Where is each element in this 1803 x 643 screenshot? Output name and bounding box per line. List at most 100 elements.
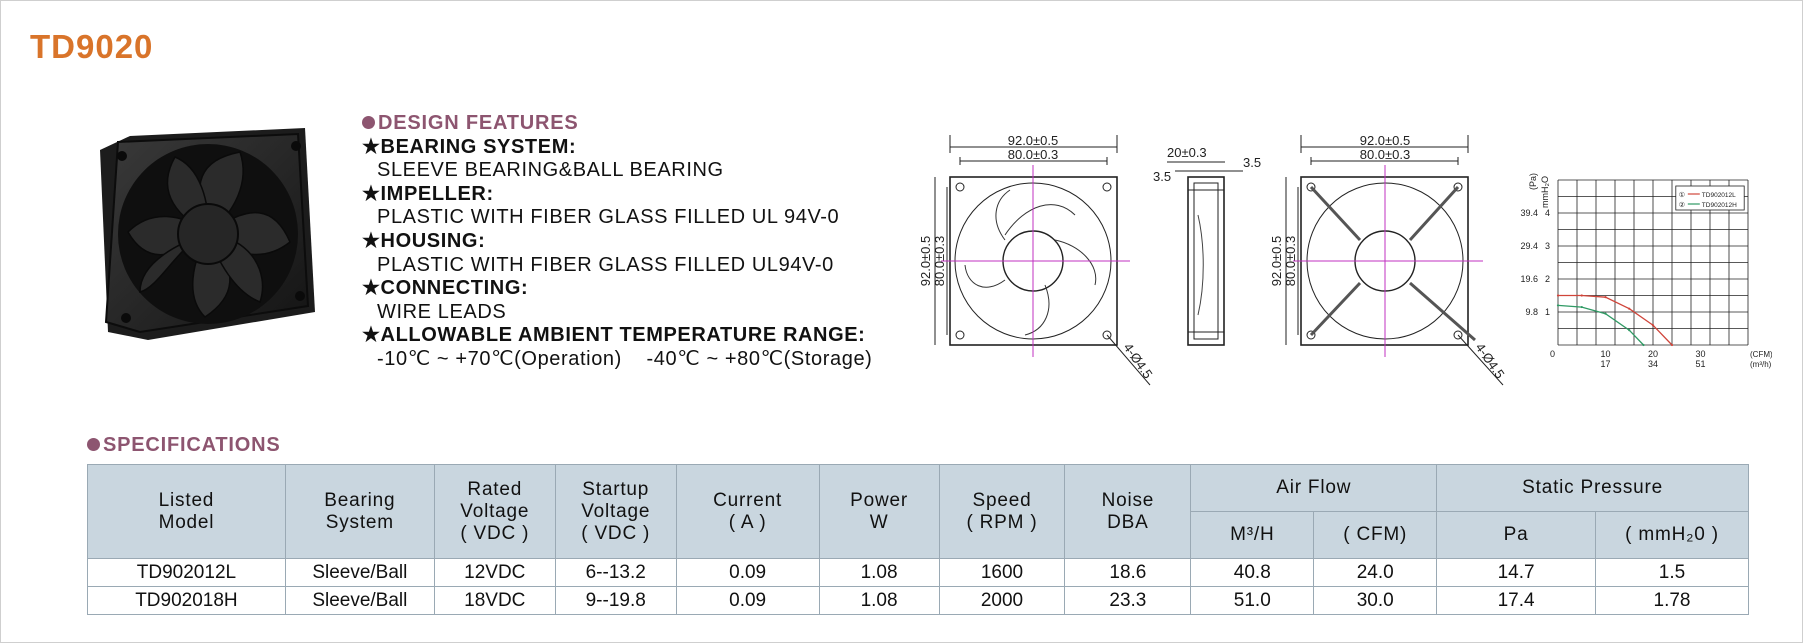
legend-label: TD902012H — [1702, 202, 1737, 209]
x-tick-m3h: 17 — [1600, 359, 1610, 369]
cell-model: TD902018H — [87, 586, 286, 615]
legend-label: TD902012L — [1702, 192, 1736, 199]
header-bearing-system: Bearing System — [284, 464, 435, 559]
header-text: System — [325, 511, 394, 533]
cell-startup-voltage: 6--13.2 — [554, 558, 677, 587]
feature-value-temperature: -10℃ ~ +70℃(Operation) -40℃ ~ +80℃(Stora… — [377, 347, 873, 370]
x-tick-m3h: 51 — [1695, 359, 1705, 369]
x-axis-unit-m3h: (m³/h) — [1750, 360, 1772, 369]
cell-model: TD902012L — [87, 558, 286, 587]
specifications-heading: SPECIFICATIONS — [87, 434, 281, 457]
hole-spec-2: 4-Ø4.5 — [1473, 340, 1508, 381]
product-title: TD9020 — [30, 28, 154, 65]
dim-inner-width-2: 80.0±0.3 — [1360, 147, 1411, 162]
header-text: DBA — [1107, 511, 1149, 533]
header-rated-voltage: Rated Voltage( VDC ) — [433, 464, 556, 559]
header-power: Power W — [818, 464, 940, 559]
series-point — [1642, 343, 1645, 347]
dim-outer-height-2: 92.0±0.5 — [1269, 236, 1284, 287]
header-text: Model — [158, 511, 215, 533]
specifications-heading-text: SPECIFICATIONS — [103, 434, 281, 456]
cell-startup-voltage: 9--19.8 — [554, 586, 677, 615]
feature-label-bearing: ★BEARING SYSTEM: — [362, 135, 577, 158]
design-features: DESIGN FEATURES ★BEARING SYSTEM: SLEEVE … — [362, 112, 872, 372]
cell-rated-voltage: 12VDC — [433, 558, 556, 587]
legend-box — [1675, 185, 1745, 211]
legend-marker: ② — [1679, 201, 1685, 209]
y-tick-mmh2o: 2 — [1545, 274, 1550, 284]
header-text: Speed — [972, 489, 1032, 511]
series-point — [1651, 324, 1655, 327]
y-tick-pa: 29.4 — [1520, 241, 1538, 251]
cell-airflow-cfm: 30.0 — [1313, 586, 1438, 615]
series-point — [1604, 312, 1607, 315]
header-startup-voltage: Startup Voltage( VDC ) — [554, 464, 677, 559]
feature-value-bearing: SLEEVE BEARING&BALL BEARING — [377, 159, 724, 182]
header-airflow-m3h: M³/H — [1190, 511, 1315, 559]
header-text: ( VDC ) — [460, 522, 530, 544]
series-line — [1557, 304, 1644, 346]
y-tick-pa: 19.6 — [1520, 274, 1538, 284]
feature-label-connecting: ★CONNECTING: — [362, 277, 529, 300]
cell-bearing: Sleeve/Ball — [284, 558, 435, 587]
series-point — [1580, 305, 1583, 309]
header-text: Rated — [467, 478, 523, 500]
dim-outer-width-2: 92.0±0.5 — [1360, 135, 1411, 148]
header-text: ( RPM ) — [966, 511, 1038, 533]
y-axis-label-mmh2o: mmH₂O — [1540, 176, 1550, 208]
dim-flange-right: 3.5 — [1243, 155, 1261, 170]
header-static-pressure: Static Pressure — [1436, 464, 1749, 512]
cell-rated-voltage: 18VDC — [433, 586, 556, 615]
series-point — [1556, 304, 1560, 307]
dim-flange-left: 3.5 — [1153, 169, 1171, 184]
specifications-table: Listed Model Bearing System Rated Voltage( … — [87, 464, 1749, 615]
header-text: Voltage — [581, 500, 651, 522]
series-point — [1580, 294, 1583, 297]
cell-current: 0.09 — [675, 586, 820, 615]
dim-outer-width: 92.0±0.5 — [1008, 135, 1059, 148]
header-speed: Speed( RPM ) — [938, 464, 1066, 559]
series-point — [1670, 343, 1674, 347]
fan-photo — [100, 128, 315, 340]
series-point — [1556, 294, 1560, 297]
cell-speed: 2000 — [938, 586, 1066, 615]
cell-current: 0.09 — [675, 558, 820, 587]
header-noise: Noise DBA — [1064, 464, 1192, 559]
x-tick-cfm: 30 — [1695, 349, 1705, 359]
series-point — [1628, 329, 1631, 332]
header-airflow-cfm: ( CFM) — [1313, 511, 1438, 559]
header-text: Listed — [158, 489, 215, 511]
table-row: TD902018H Sleeve/Ball 18VDC 9--19.8 0.09… — [87, 586, 1749, 615]
header-text: Power — [850, 489, 908, 511]
header-text: Bearing — [324, 489, 396, 511]
design-features-heading: DESIGN FEATURES — [362, 112, 872, 136]
header-text: ( VDC ) — [581, 522, 651, 544]
y-tick-mmh2o: 1 — [1545, 307, 1550, 317]
dim-thickness: 20±0.3 — [1167, 145, 1207, 160]
series-point — [1628, 307, 1631, 310]
header-text: Current — [713, 489, 783, 511]
header-air-flow: Air Flow — [1190, 464, 1438, 512]
y-tick-mmh2o: 4 — [1545, 208, 1550, 218]
header-text: W — [869, 511, 889, 533]
cell-noise: 23.3 — [1064, 586, 1192, 615]
header-pressure-pa: Pa — [1436, 511, 1596, 559]
cell-pressure-mmh2o: 1.78 — [1595, 586, 1749, 615]
cell-airflow-m3h: 51.0 — [1190, 586, 1315, 615]
cell-speed: 1600 — [938, 558, 1066, 587]
cell-noise: 18.6 — [1064, 558, 1192, 587]
header-text: Voltage — [460, 500, 530, 522]
header-text: Noise — [1101, 489, 1155, 511]
front-view-2: 92.0±0.5 80.0±0.3 92.0±0.5 80.0±0.3 4-Ø4… — [1269, 135, 1508, 386]
feature-value-housing: PLASTIC WITH FIBER GLASS FILLED UL94V-0 — [377, 253, 834, 276]
bullet-dot — [87, 438, 100, 451]
header-text: ( A ) — [728, 511, 767, 533]
x-tick-m3h: 34 — [1648, 359, 1658, 369]
header-listed-model: Listed Model — [87, 464, 286, 559]
x-tick-cfm: 20 — [1648, 349, 1658, 359]
cell-airflow-cfm: 24.0 — [1313, 558, 1438, 587]
feature-value-connecting: WIRE LEADS — [377, 300, 507, 323]
dim-inner-width: 80.0±0.3 — [1008, 147, 1059, 162]
header-pressure-mmh2o: ( mmH₂0 ) — [1595, 511, 1749, 559]
